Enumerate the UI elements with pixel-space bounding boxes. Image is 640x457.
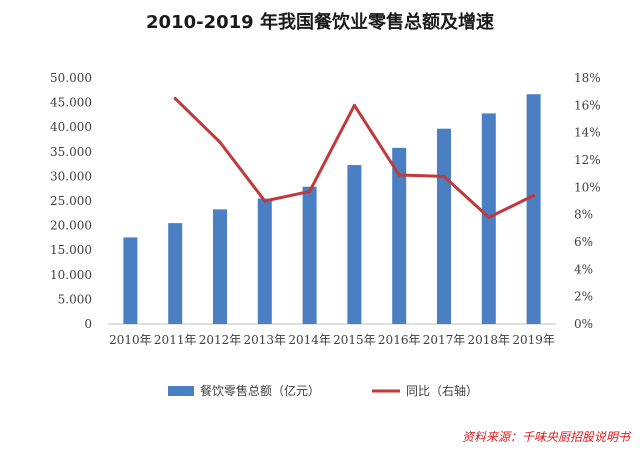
bar	[213, 209, 227, 324]
y-right-tick-label: 6%	[574, 235, 593, 249]
y-left-tick-label: 25.000	[50, 194, 92, 208]
bar	[123, 237, 138, 324]
bar	[168, 223, 183, 324]
x-tick-label: 2017年	[423, 333, 466, 347]
growth-point	[487, 215, 491, 219]
y-left-tick-label: 15.000	[50, 243, 92, 257]
y-left-tick-label: 0	[84, 317, 92, 331]
growth-point	[308, 189, 312, 193]
x-tick-label: 2010年	[109, 333, 152, 347]
y-right-tick-label: 10%	[574, 180, 601, 194]
x-tick-label: 2015年	[333, 333, 376, 347]
y-right-tick-label: 16%	[574, 98, 601, 112]
x-tick-label: 2019年	[512, 333, 555, 347]
y-left-tick-label: 45.000	[50, 96, 92, 110]
y-right-tick-label: 2%	[574, 290, 593, 304]
x-tick-label: 2012年	[199, 333, 242, 347]
growth-point	[263, 199, 267, 203]
growth-point	[352, 103, 356, 107]
growth-point	[218, 140, 222, 144]
legend-label-bars: 餐饮零售总额（亿元）	[200, 383, 320, 398]
y-left-tick-label: 5.000	[58, 292, 92, 306]
bar	[347, 165, 362, 324]
growth-point	[442, 174, 446, 178]
y-left-tick-label: 30.000	[50, 169, 92, 183]
growth-point	[532, 194, 536, 198]
y-right-tick-label: 4%	[574, 262, 593, 276]
x-tick-label: 2016年	[378, 333, 421, 347]
y-left-tick-label: 10.000	[50, 268, 92, 282]
growth-point	[397, 173, 401, 177]
bar	[526, 94, 541, 325]
y-right-tick-label: 18%	[574, 71, 601, 85]
bar	[437, 128, 451, 324]
bar	[302, 186, 317, 324]
chart-title: 2010-2019 年我国餐饮业零售总额及增速	[146, 12, 494, 33]
x-tick-label: 2018年	[468, 333, 511, 347]
legend-swatch-bars	[168, 386, 194, 396]
y-left-tick-label: 50.000	[50, 71, 92, 85]
source-note: 资料来源：千味央厨招股说明书	[461, 430, 630, 444]
y-left-tick-label: 35.000	[50, 145, 92, 159]
y-right-tick-label: 12%	[574, 153, 601, 167]
legend-label-line: 同比（右轴）	[406, 383, 478, 398]
x-tick-label: 2011年	[154, 333, 197, 347]
x-tick-label: 2013年	[244, 333, 287, 347]
y-right-tick-label: 8%	[574, 208, 593, 222]
y-right-tick-label: 0%	[574, 317, 593, 331]
bar	[392, 147, 407, 324]
y-left-tick-label: 20.000	[50, 219, 92, 233]
y-left-tick-label: 40.000	[50, 120, 92, 134]
y-right-tick-label: 14%	[574, 126, 601, 140]
bar	[257, 198, 272, 324]
growth-point	[173, 97, 177, 100]
x-tick-label: 2014年	[288, 333, 331, 347]
